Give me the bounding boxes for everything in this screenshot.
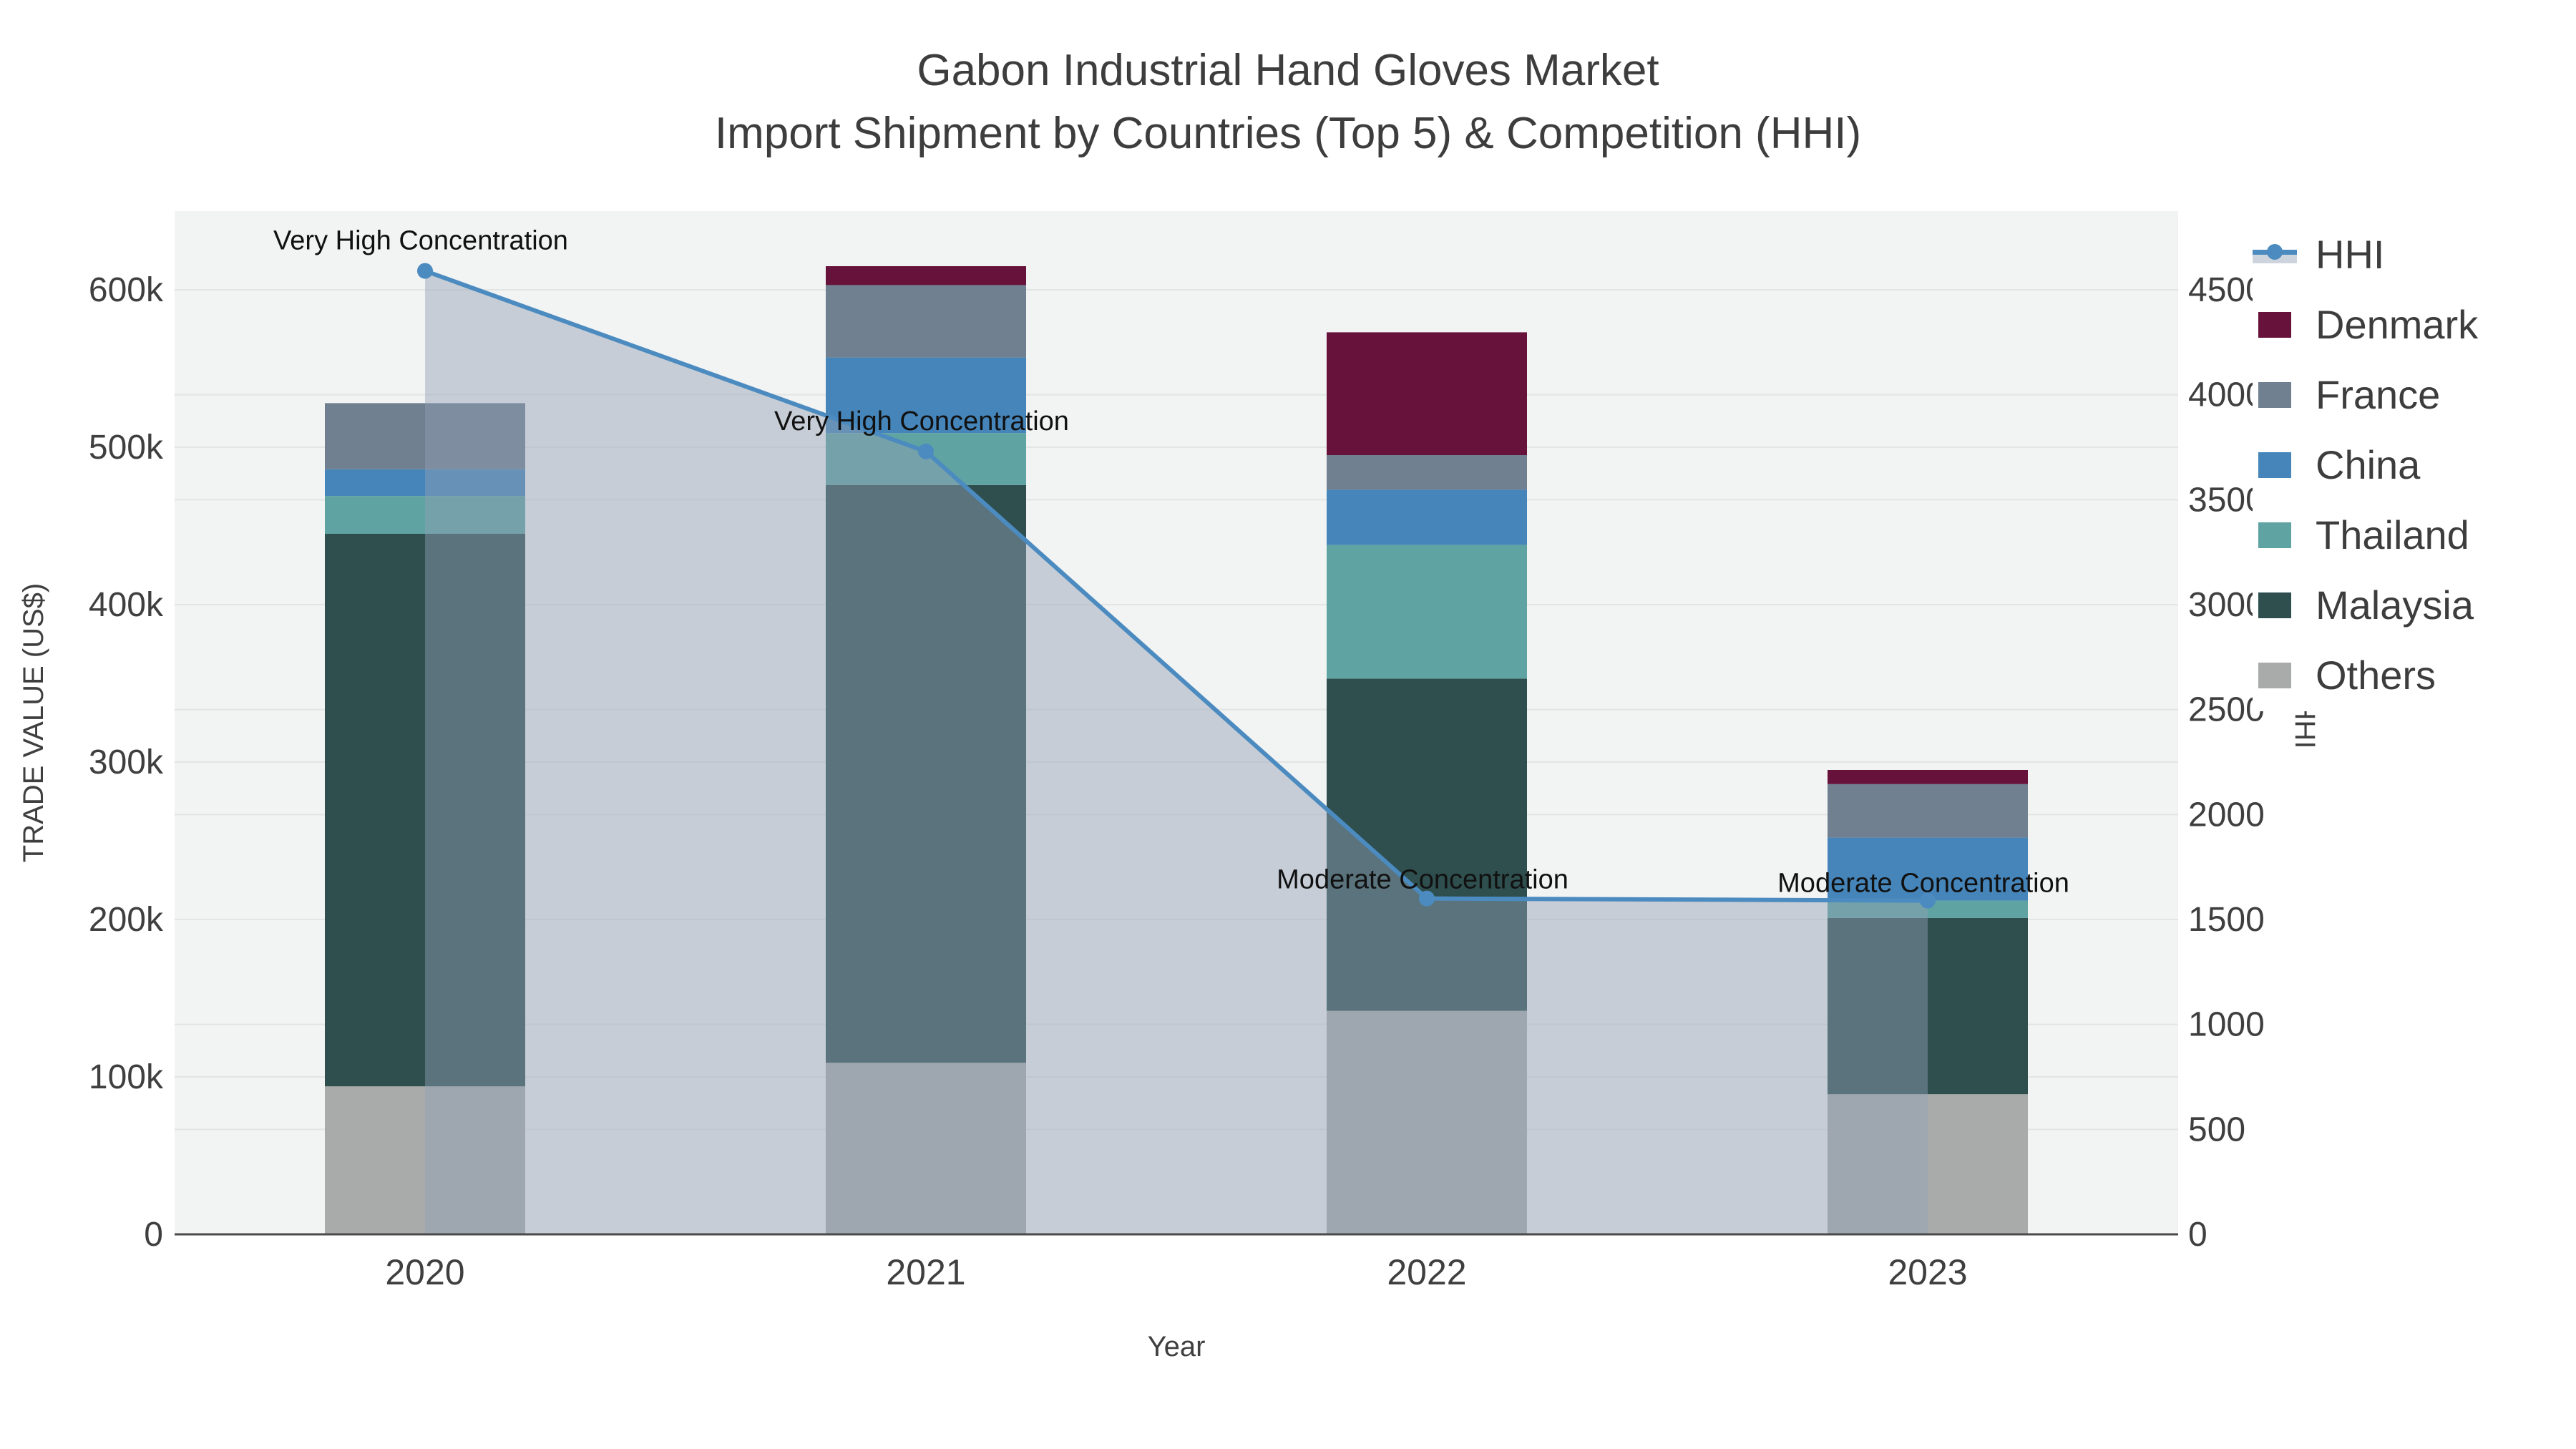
hhi-marker-2021[interactable] bbox=[918, 443, 934, 459]
y-right-tick-label: 1500 bbox=[2188, 901, 2265, 939]
y-left-tick-label: 0 bbox=[144, 1216, 163, 1254]
bar-segment-france-2022[interactable] bbox=[1327, 455, 1527, 490]
x-tick-label: 2020 bbox=[385, 1252, 464, 1292]
y-left-tick-label: 200k bbox=[89, 901, 164, 939]
hhi-line[interactable] bbox=[424, 268, 1928, 903]
legend-hhi-line-swatch bbox=[2253, 236, 2297, 272]
bar-segment-others-2020[interactable] bbox=[325, 1086, 525, 1234]
legend-item-malaysia[interactable]: Malaysia bbox=[2253, 578, 2576, 631]
legend-label: Denmark bbox=[2316, 301, 2479, 347]
legend-color-swatch bbox=[2253, 447, 2297, 482]
y-right-tick-label: 2000 bbox=[2188, 796, 2265, 834]
bar-segment-thailand-2022[interactable] bbox=[1327, 545, 1527, 679]
bar-segment-thailand-2020[interactable] bbox=[325, 496, 525, 534]
hhi-marker-2023[interactable] bbox=[1920, 892, 1936, 909]
legend-label: Malaysia bbox=[2316, 582, 2474, 628]
bar-segment-denmark-2023[interactable] bbox=[1828, 770, 2028, 784]
y-left-tick-label: 500k bbox=[89, 429, 164, 467]
y-right-tick-label: 0 bbox=[2188, 1216, 2207, 1254]
legend-color-swatch bbox=[2253, 376, 2297, 412]
legend-item-others[interactable]: Others bbox=[2253, 648, 2576, 701]
chart-title: Gabon Industrial Hand Gloves Market Impo… bbox=[0, 39, 2576, 165]
legend-label: Others bbox=[2316, 652, 2436, 698]
bar-segment-china-2021[interactable] bbox=[826, 357, 1026, 434]
bar-segment-denmark-2021[interactable] bbox=[826, 266, 1026, 286]
legend-item-denmark[interactable]: Denmark bbox=[2253, 298, 2576, 351]
hhi-area[interactable] bbox=[425, 270, 1928, 1235]
hhi-marker-2020[interactable] bbox=[417, 263, 433, 279]
legend-color-swatch bbox=[2253, 587, 2297, 623]
legend-item-thailand[interactable]: Thailand bbox=[2253, 508, 2576, 561]
y-left-tick-label: 300k bbox=[89, 743, 164, 781]
annotation-label: Moderate Concentration bbox=[1777, 869, 2069, 899]
x-tick-label: 2022 bbox=[1387, 1252, 1466, 1292]
y-right-tick-label: 3500 bbox=[2188, 481, 2265, 519]
bar-segment-denmark-2022[interactable] bbox=[1327, 332, 1527, 455]
bar-segment-malaysia-2021[interactable] bbox=[826, 484, 1026, 1063]
legend-label: France bbox=[2316, 371, 2441, 417]
chart-title-line2: Import Shipment by Countries (Top 5) & C… bbox=[714, 109, 1862, 158]
bar-segment-malaysia-2020[interactable] bbox=[325, 534, 525, 1087]
annotation-label: Very High Concentration bbox=[774, 406, 1069, 436]
y-right-tick-label: 2500 bbox=[2188, 691, 2265, 729]
legend-color-swatch bbox=[2253, 517, 2297, 552]
hhi-marker-2022[interactable] bbox=[1419, 890, 1435, 907]
y-left-tick-label: 600k bbox=[89, 271, 164, 309]
y-right-tick-label: 4000 bbox=[2188, 376, 2265, 414]
annotation-label: Moderate Concentration bbox=[1277, 865, 1568, 895]
chart-title-line1: Gabon Industrial Hand Gloves Market bbox=[917, 46, 1659, 95]
bar-segment-france-2021[interactable] bbox=[826, 285, 1026, 358]
bar-segment-others-2022[interactable] bbox=[1327, 1010, 1527, 1234]
y-left-tick-label: 100k bbox=[89, 1058, 164, 1096]
bar-segment-others-2023[interactable] bbox=[1828, 1094, 2028, 1234]
y-left-axis-title: TRADE VALUE (US$) bbox=[18, 583, 49, 862]
y-right-tick-label: 3000 bbox=[2188, 586, 2265, 624]
y-right-tick-label: 500 bbox=[2188, 1111, 2245, 1148]
bar-segment-china-2023[interactable] bbox=[1828, 837, 2028, 901]
legend-color-swatch bbox=[2253, 306, 2297, 342]
bar-segment-france-2020[interactable] bbox=[325, 403, 525, 469]
legend-label: China bbox=[2316, 441, 2421, 487]
legend-item-china[interactable]: China bbox=[2253, 438, 2576, 491]
x-tick-label: 2023 bbox=[1888, 1252, 1967, 1292]
y-right-tick-label: 1000 bbox=[2188, 1006, 2265, 1044]
legend-item-hhi[interactable]: HHI bbox=[2253, 228, 2576, 280]
bar-segment-malaysia-2022[interactable] bbox=[1327, 678, 1527, 1011]
annotation-label: Very High Concentration bbox=[273, 226, 568, 256]
bar-segment-china-2020[interactable] bbox=[325, 469, 525, 497]
y-left-tick-label: 400k bbox=[89, 586, 164, 624]
legend-item-france[interactable]: France bbox=[2253, 368, 2576, 421]
legend-label: HHI bbox=[2316, 231, 2385, 277]
bar-segment-france-2023[interactable] bbox=[1828, 784, 2028, 838]
bar-segment-others-2021[interactable] bbox=[826, 1063, 1026, 1234]
bar-segment-china-2022[interactable] bbox=[1327, 489, 1527, 545]
legend: HHI Denmark France China Thailand Malaysia Oth… bbox=[2253, 220, 2576, 711]
x-tick-label: 2021 bbox=[886, 1252, 965, 1292]
x-axis-title: Year bbox=[1148, 1331, 1206, 1362]
legend-color-swatch bbox=[2253, 657, 2297, 693]
y-right-tick-label: 4500 bbox=[2188, 271, 2265, 309]
bar-segment-malaysia-2023[interactable] bbox=[1828, 917, 2028, 1095]
legend-label: Thailand bbox=[2316, 512, 2469, 557]
